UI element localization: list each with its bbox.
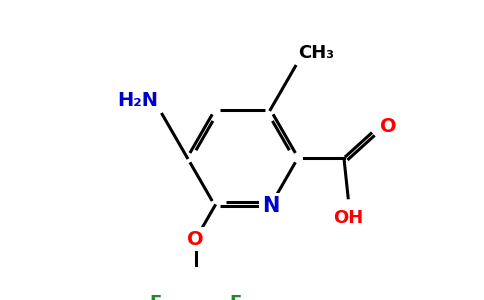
Text: H₂N: H₂N <box>117 92 158 110</box>
Text: O: O <box>380 117 397 136</box>
Text: CH₃: CH₃ <box>299 44 334 62</box>
Text: F: F <box>229 294 242 300</box>
Text: OH: OH <box>333 209 363 227</box>
Text: N: N <box>262 196 279 216</box>
Text: O: O <box>187 230 204 248</box>
Text: F: F <box>150 294 162 300</box>
